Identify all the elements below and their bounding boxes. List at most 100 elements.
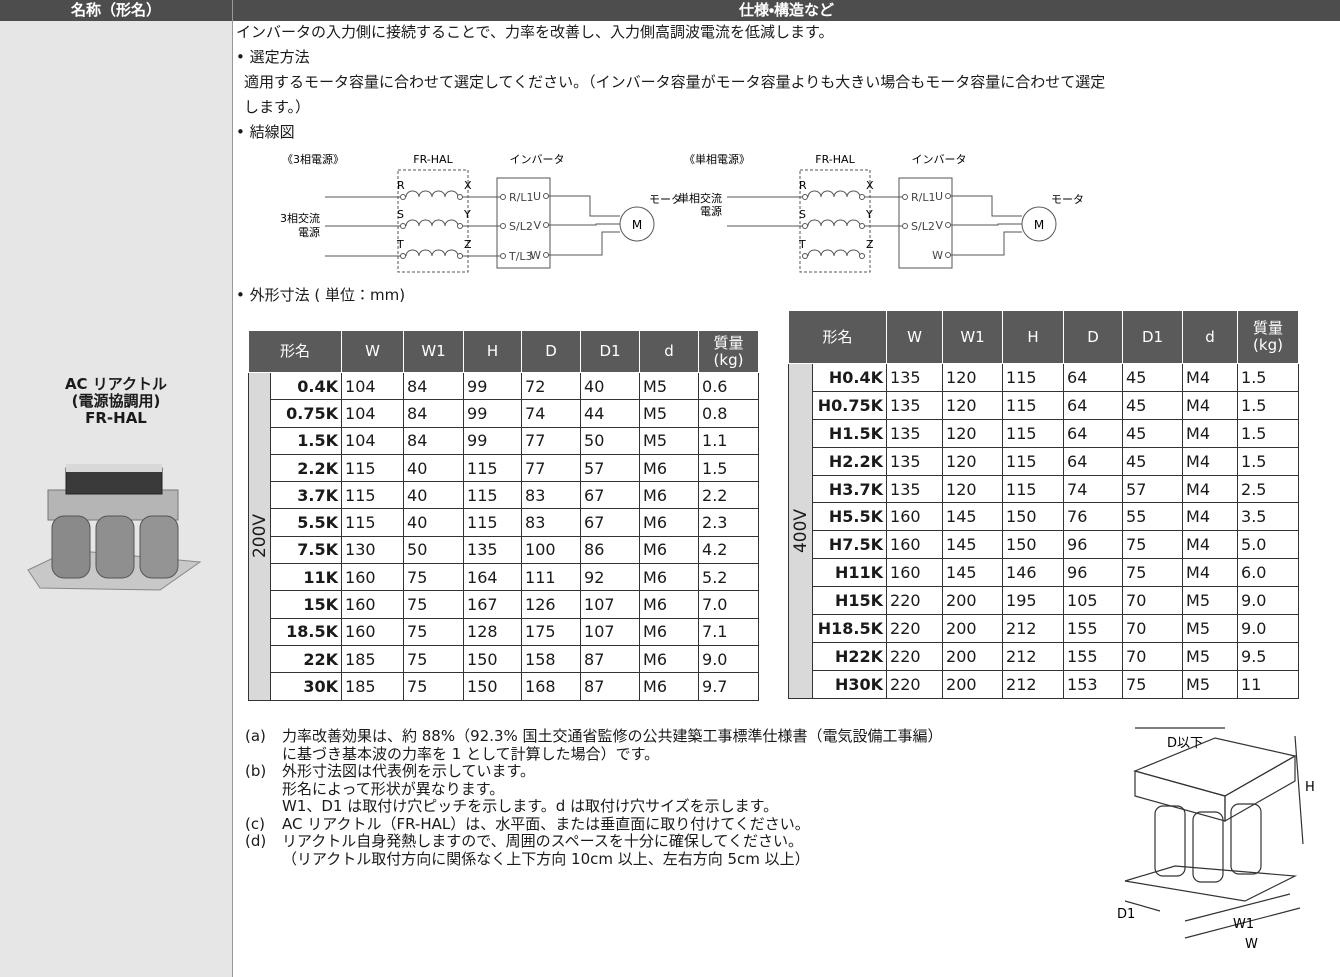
motor-symbol: M [632, 218, 642, 232]
inverter-box [496, 177, 551, 269]
value-cell: 200 [942, 586, 1004, 616]
value-cell: 145 [942, 558, 1004, 588]
output-label: Z [866, 238, 874, 251]
motor-label: モータ [1051, 193, 1084, 206]
value-cell: 77 [521, 426, 582, 455]
value-cell: 120 [942, 474, 1004, 504]
value-cell: 75 [403, 672, 465, 701]
value-cell: 99 [463, 426, 523, 455]
header-cell: d [639, 330, 700, 373]
terminal [902, 194, 908, 200]
header-cell: H [1002, 310, 1065, 364]
note-label: (b) [245, 762, 267, 780]
model-cell: 18.5K [269, 617, 343, 646]
value-cell: 75 [403, 590, 465, 619]
diagram-inverter: インバータ [912, 153, 967, 166]
model-cell: H2.2K [811, 446, 888, 476]
value-cell: 150 [1002, 502, 1065, 532]
data-row: 200V 0.4K 104 84 99 72 40 M5 0.6 [248, 371, 760, 701]
value-cell: 104 [341, 399, 405, 428]
value-cell: 135 [886, 418, 944, 448]
value-cell: M6 [639, 535, 700, 565]
value-cell: M6 [639, 672, 700, 701]
value-cell: M6 [639, 590, 700, 619]
value-cell: 11 [1237, 669, 1300, 699]
value-cell: 115 [463, 508, 523, 537]
data-row: H7.5K 160 145 150 96 75 M4 5.0 [789, 530, 1300, 560]
value-cell: 115 [341, 508, 405, 537]
source-label: 電源 [298, 225, 320, 239]
header-cell: W [886, 310, 944, 364]
data-row: 400V H0.4K 135 120 115 64 45 M4 1.5 [788, 363, 1300, 699]
value-cell: M5 [1182, 669, 1239, 699]
value-cell: 84 [403, 399, 465, 428]
value-cell: 212 [1002, 641, 1065, 671]
value-cell: 120 [942, 390, 1004, 420]
header-spec: 仕様・構造など [738, 1, 835, 19]
terminal [902, 223, 908, 229]
value-cell: 77 [521, 453, 582, 483]
header-cell: W1 [942, 310, 1004, 364]
output-label: X [464, 179, 472, 192]
model-cell: H22K [811, 641, 888, 671]
value-cell: 7.0 [698, 590, 760, 619]
value-cell: 175 [521, 617, 582, 646]
model-cell: H3.7K [811, 474, 888, 504]
figure-label: D1 [1117, 907, 1135, 922]
inverter-input: T/L3 [508, 250, 533, 263]
value-cell: M5 [1182, 586, 1239, 616]
value-cell: 128 [463, 617, 523, 646]
motor-symbol: M [1034, 218, 1044, 232]
value-cell: 115 [341, 481, 405, 510]
value-cell: 115 [1002, 446, 1065, 476]
value-cell: 1.5 [1237, 390, 1300, 420]
figure-base [1124, 865, 1298, 902]
value-cell: 107 [580, 590, 641, 619]
value-cell: 74 [521, 399, 582, 428]
product-name-line: FR-HAL [85, 409, 147, 427]
wire [549, 231, 620, 256]
voltage-label: 400V [790, 508, 811, 553]
value-cell: 1.5 [1237, 363, 1300, 392]
value-cell: 64 [1063, 363, 1124, 392]
header-cell: H [463, 330, 523, 373]
note-text: 形名によって形状が異なります。 [282, 779, 505, 798]
value-cell: M4 [1182, 363, 1239, 392]
dim-line [1294, 735, 1304, 845]
value-cell: M4 [1182, 390, 1239, 420]
value-cell: 153 [1063, 669, 1124, 699]
figure-coil [1154, 805, 1186, 877]
inverter-output: W [932, 249, 943, 262]
photo-terminal [65, 467, 163, 495]
value-cell: 45 [1122, 446, 1184, 476]
value-cell: 40 [403, 481, 465, 510]
value-cell: 164 [463, 563, 523, 592]
model-cell: H18.5K [811, 614, 888, 643]
terminal [500, 253, 506, 259]
inverter-output: V [935, 219, 943, 232]
data-row: 15K 160 75 167 126 107 M6 7.0 [249, 590, 760, 619]
value-cell: 57 [580, 453, 641, 483]
value-cell: 70 [1122, 586, 1184, 616]
value-cell: 100 [521, 535, 582, 565]
value-cell: 67 [580, 481, 641, 510]
model-cell: 30K [269, 672, 343, 701]
value-cell: 135 [886, 474, 944, 504]
source-label: 3相交流 [280, 212, 320, 225]
note-label: (c) [245, 814, 265, 833]
value-cell: 130 [341, 535, 405, 565]
header-cell: 形名 [787, 310, 888, 364]
value-cell: 44 [580, 399, 641, 428]
value-cell: 64 [1063, 418, 1124, 448]
header-cell: W1 [403, 330, 465, 373]
value-cell: 99 [463, 399, 523, 428]
value-cell: 99 [463, 371, 523, 401]
value-cell: 4.2 [698, 535, 760, 565]
data-row: 18.5K 160 75 128 175 107 M6 7.1 [249, 617, 760, 646]
data-row: 2.2K 115 40 115 77 57 M6 1.5 [249, 453, 760, 483]
photo-coil [51, 515, 91, 579]
terminal [400, 223, 406, 229]
model-cell: 11K [269, 563, 343, 592]
value-cell: 135 [886, 446, 944, 476]
